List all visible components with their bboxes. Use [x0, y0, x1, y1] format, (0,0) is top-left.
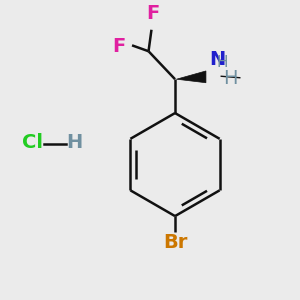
Text: F: F	[146, 4, 160, 23]
Text: N: N	[209, 50, 225, 69]
Polygon shape	[176, 71, 206, 83]
Text: Cl: Cl	[22, 133, 43, 152]
Text: H: H	[217, 56, 228, 70]
Text: H: H	[67, 133, 83, 152]
Text: H: H	[223, 69, 238, 88]
Text: F: F	[112, 37, 126, 56]
Text: Br: Br	[163, 233, 187, 252]
